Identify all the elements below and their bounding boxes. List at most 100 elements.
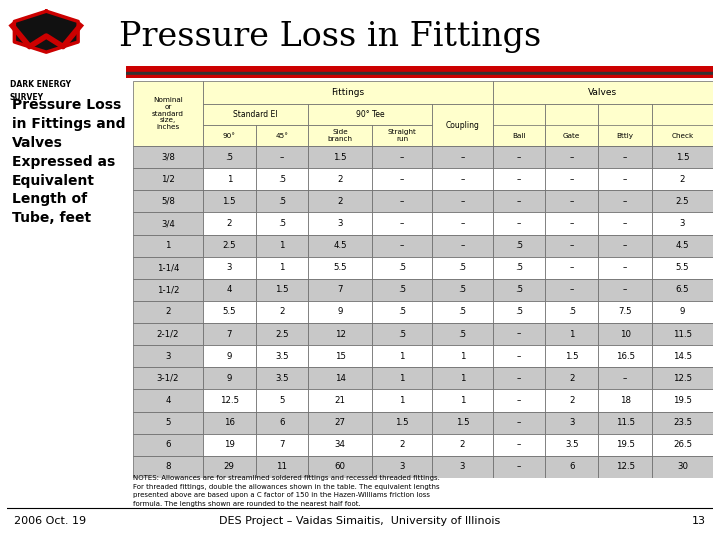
Bar xyxy=(256,146,308,168)
Bar xyxy=(598,234,652,256)
Text: 2: 2 xyxy=(166,307,171,316)
Bar xyxy=(372,125,432,146)
Bar xyxy=(432,456,492,478)
Bar xyxy=(308,125,372,146)
Text: 1/2: 1/2 xyxy=(161,175,175,184)
Bar xyxy=(372,389,432,411)
Bar xyxy=(598,301,652,323)
Text: .5: .5 xyxy=(459,285,467,294)
Text: 6: 6 xyxy=(569,462,575,471)
Bar xyxy=(432,212,492,234)
Bar xyxy=(492,256,546,279)
Text: .5: .5 xyxy=(398,329,406,339)
Bar xyxy=(432,168,492,190)
Text: 12.5: 12.5 xyxy=(220,396,239,405)
Bar xyxy=(652,434,713,456)
Bar xyxy=(492,323,546,345)
Text: .5: .5 xyxy=(515,241,523,250)
Text: –: – xyxy=(400,175,404,184)
Bar xyxy=(598,212,652,234)
Text: –: – xyxy=(460,197,464,206)
Bar xyxy=(492,279,546,301)
Text: 12.5: 12.5 xyxy=(616,462,635,471)
Text: 19.5: 19.5 xyxy=(673,396,692,405)
Text: Bttly: Bttly xyxy=(617,133,634,139)
Bar xyxy=(546,456,598,478)
Bar xyxy=(492,301,546,323)
Text: 16.5: 16.5 xyxy=(616,352,635,361)
Text: 18: 18 xyxy=(620,396,631,405)
Bar xyxy=(133,212,203,234)
Bar xyxy=(598,456,652,478)
Bar xyxy=(372,434,432,456)
Text: 19: 19 xyxy=(224,440,235,449)
Text: Straight
run: Straight run xyxy=(387,129,416,142)
Bar xyxy=(546,434,598,456)
Bar xyxy=(492,411,546,434)
Text: 1: 1 xyxy=(166,241,171,250)
Bar xyxy=(308,456,372,478)
Text: 34: 34 xyxy=(335,440,346,449)
Bar xyxy=(492,367,546,389)
Text: 26.5: 26.5 xyxy=(673,440,692,449)
Bar xyxy=(203,389,256,411)
Text: 3: 3 xyxy=(227,264,232,272)
Bar xyxy=(432,190,492,212)
Text: 1.5: 1.5 xyxy=(275,285,289,294)
Text: 5.5: 5.5 xyxy=(676,264,689,272)
Bar xyxy=(492,389,546,411)
Text: –: – xyxy=(517,153,521,161)
Bar xyxy=(652,389,713,411)
Bar xyxy=(308,323,372,345)
Text: 1.5: 1.5 xyxy=(456,418,469,427)
Bar xyxy=(546,411,598,434)
Polygon shape xyxy=(14,11,78,52)
Bar xyxy=(133,301,203,323)
Bar xyxy=(492,456,546,478)
Text: –: – xyxy=(517,396,521,405)
Bar xyxy=(308,345,372,367)
Text: –: – xyxy=(517,374,521,383)
Bar xyxy=(203,301,256,323)
Text: 1: 1 xyxy=(400,396,405,405)
Bar xyxy=(256,345,308,367)
Text: 11: 11 xyxy=(276,462,287,471)
Text: –: – xyxy=(400,241,404,250)
Text: 1.5: 1.5 xyxy=(333,153,347,161)
Bar xyxy=(126,72,713,76)
Text: .5: .5 xyxy=(225,153,233,161)
Text: .5: .5 xyxy=(515,264,523,272)
Text: Pressure Loss in Fittings: Pressure Loss in Fittings xyxy=(119,21,541,53)
Text: .5: .5 xyxy=(567,307,576,316)
Text: 4: 4 xyxy=(166,396,171,405)
Text: –: – xyxy=(517,197,521,206)
Bar xyxy=(308,146,372,168)
Bar xyxy=(598,279,652,301)
Text: 2.5: 2.5 xyxy=(676,197,689,206)
Bar xyxy=(492,146,546,168)
Text: –: – xyxy=(517,175,521,184)
Bar xyxy=(308,389,372,411)
Text: 5.5: 5.5 xyxy=(333,264,347,272)
Bar xyxy=(308,212,372,234)
Bar xyxy=(546,190,598,212)
Bar xyxy=(256,168,308,190)
Bar xyxy=(308,168,372,190)
Text: .5: .5 xyxy=(398,264,406,272)
Bar xyxy=(256,367,308,389)
Bar xyxy=(652,367,713,389)
Bar xyxy=(546,345,598,367)
Text: 2: 2 xyxy=(680,175,685,184)
Bar xyxy=(598,434,652,456)
Bar xyxy=(652,279,713,301)
Text: 3.5: 3.5 xyxy=(275,352,289,361)
Bar xyxy=(133,146,203,168)
Bar xyxy=(256,434,308,456)
Text: –: – xyxy=(517,219,521,228)
Text: 3: 3 xyxy=(569,418,575,427)
Bar xyxy=(432,367,492,389)
Text: –: – xyxy=(623,175,627,184)
Bar xyxy=(203,411,256,434)
Text: 7.5: 7.5 xyxy=(618,307,632,316)
Bar xyxy=(598,146,652,168)
